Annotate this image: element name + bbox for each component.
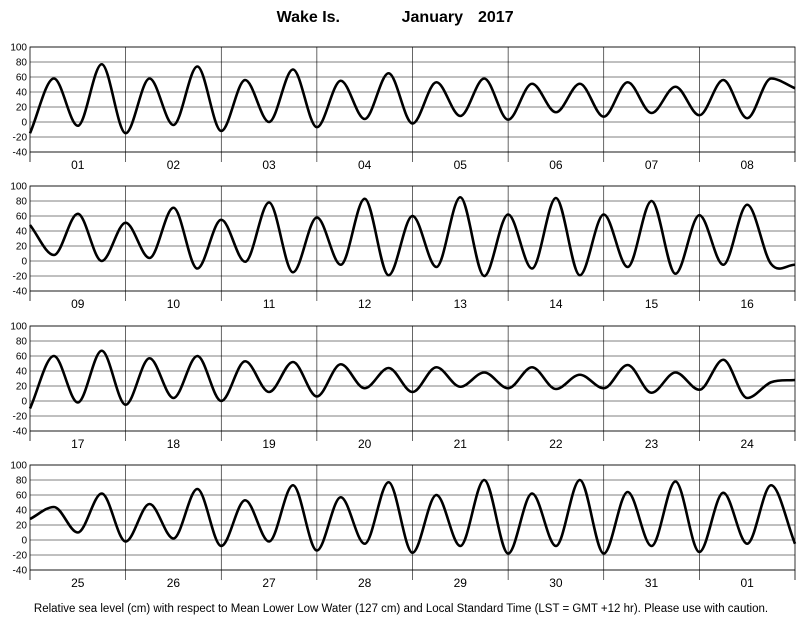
y-tick-label: -40	[13, 566, 28, 577]
day-label: 13	[454, 297, 468, 311]
day-label: 16	[741, 297, 755, 311]
day-label: 11	[263, 297, 276, 311]
y-tick-label: -20	[13, 551, 28, 562]
day-label: 19	[262, 437, 276, 451]
y-tick-label: 0	[21, 118, 27, 129]
y-tick-label: 40	[16, 506, 28, 517]
y-tick-label: 20	[16, 103, 28, 114]
day-label: 07	[645, 158, 659, 172]
day-label: 17	[71, 437, 85, 451]
y-tick-label: -40	[13, 148, 28, 159]
day-label: 22	[549, 437, 563, 451]
day-label: 27	[262, 576, 276, 590]
day-label: 25	[71, 576, 85, 590]
y-tick-label: 40	[16, 367, 28, 378]
day-label: 03	[262, 158, 276, 172]
y-tick-label: 40	[16, 227, 28, 238]
y-tick-label: 100	[10, 322, 27, 333]
day-label: 29	[454, 576, 468, 590]
y-tick-label: 20	[16, 382, 28, 393]
y-tick-label: -40	[13, 287, 28, 298]
y-tick-label: 60	[16, 491, 28, 502]
y-tick-label: 100	[10, 43, 27, 54]
y-tick-label: 60	[16, 73, 28, 84]
y-tick-label: 100	[10, 461, 27, 472]
y-tick-label: 80	[16, 476, 28, 487]
day-label: 24	[741, 437, 755, 451]
day-label: 20	[358, 437, 372, 451]
tide-panel: -40 -20 0 20 40 60 80 100 09 10 11 12 13 14 15 16	[10, 182, 796, 311]
tide-panel: -40 -20 0 20 40 60 80 100 17 18 19 20 21 22 23 24	[10, 322, 796, 451]
panel-frame	[29, 325, 796, 432]
day-label: 21	[454, 437, 468, 451]
panel-frame	[29, 46, 796, 153]
panel-frame	[29, 185, 796, 292]
y-tick-label: -20	[13, 133, 28, 144]
day-label: 04	[358, 158, 372, 172]
y-tick-label: 20	[16, 242, 28, 253]
day-label: 14	[549, 297, 563, 311]
day-label: 31	[645, 576, 659, 590]
chart-title-year: 2017	[478, 9, 514, 26]
y-tick-label: -20	[13, 272, 28, 283]
day-label: 23	[645, 437, 659, 451]
y-tick-label: 80	[16, 58, 28, 69]
day-label: 08	[741, 158, 755, 172]
day-label: 28	[358, 576, 372, 590]
day-label: 15	[645, 297, 659, 311]
y-tick-label: 80	[16, 337, 28, 348]
day-label: 01	[71, 158, 85, 172]
day-label: 09	[71, 297, 85, 311]
y-tick-label: 0	[21, 257, 27, 268]
y-tick-label: -40	[13, 427, 28, 438]
day-label: 06	[549, 158, 563, 172]
tide-panel: -40 -20 0 20 40 60 80 100 25 26 27 28 29 30 31 01	[10, 461, 797, 590]
chart-title-month: January	[402, 9, 463, 26]
day-label: 05	[454, 158, 468, 172]
tide-series-line	[28, 62, 796, 135]
day-label: 02	[167, 158, 181, 172]
day-label: 01	[741, 576, 755, 590]
day-label: 12	[358, 297, 372, 311]
day-label: 10	[167, 297, 181, 311]
tide-panel: -40 -20 0 20 40 60 80 100 01 02 03 04 05 06 07 08	[10, 43, 796, 172]
y-tick-label: -20	[13, 412, 28, 423]
day-label: 18	[167, 437, 181, 451]
y-tick-label: 60	[16, 352, 28, 363]
y-tick-label: 60	[16, 212, 28, 223]
y-tick-label: 0	[21, 536, 27, 547]
chart-title-station: Wake Is.	[277, 9, 340, 26]
chart-footnote: Relative sea level (cm) with respect to …	[34, 603, 768, 615]
tide-series-line	[29, 478, 797, 555]
tide-series-line	[28, 195, 796, 278]
y-tick-label: 80	[16, 197, 28, 208]
panel-frame	[29, 464, 796, 571]
y-tick-label: 0	[21, 397, 27, 408]
y-tick-label: 100	[10, 182, 27, 193]
tide-series-line	[28, 349, 796, 410]
y-tick-label: 40	[16, 88, 28, 99]
day-label: 30	[549, 576, 563, 590]
day-label: 26	[167, 576, 181, 590]
y-tick-label: 20	[16, 521, 28, 532]
